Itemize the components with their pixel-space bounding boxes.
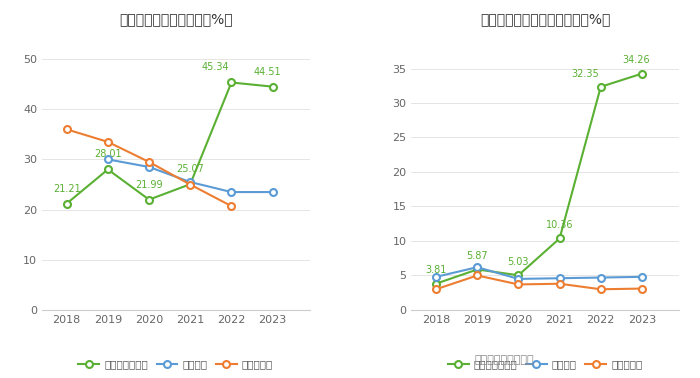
Title: 近年来有息资产负债率情况（%）: 近年来有息资产负债率情况（%） (480, 12, 610, 26)
Text: 45.34: 45.34 (202, 62, 230, 73)
行业中位数 (638, 286, 646, 291)
行业均值 (228, 190, 236, 194)
行业均值 (104, 157, 112, 162)
Line: 有息资产负债率: 有息资产负债率 (433, 70, 645, 287)
有息资产负债率 (638, 71, 646, 76)
公司资产负债率 (62, 201, 71, 206)
Line: 行业均值: 行业均值 (104, 156, 276, 195)
行业均值 (145, 165, 153, 169)
行业中位数 (62, 127, 71, 132)
Text: 44.51: 44.51 (253, 67, 281, 77)
公司资产负债率 (104, 167, 112, 172)
行业均值 (268, 190, 277, 194)
行业均值 (555, 276, 564, 280)
行业中位数 (145, 160, 153, 164)
行业均值 (514, 277, 523, 281)
有息资产负债率 (555, 236, 564, 241)
有息资产负债率 (514, 273, 523, 277)
行业中位数 (104, 139, 112, 144)
行业均值 (432, 274, 440, 279)
Text: 34.26: 34.26 (622, 55, 650, 65)
公司资产负债率 (186, 182, 195, 186)
行业中位数 (432, 287, 440, 291)
Line: 行业均值: 行业均值 (433, 264, 645, 282)
行业中位数 (596, 287, 605, 291)
有息资产负债率 (432, 281, 440, 286)
Legend: 公司资产负债率, 行业均值, 行业中位数: 公司资产负债率, 行业均值, 行业中位数 (78, 359, 273, 369)
Text: 32.35: 32.35 (571, 68, 598, 79)
Text: 28.01: 28.01 (94, 149, 122, 160)
行业均值 (186, 180, 195, 184)
Line: 行业中位数: 行业中位数 (63, 126, 235, 209)
Line: 公司资产负债率: 公司资产负债率 (63, 79, 276, 207)
Text: 3.81: 3.81 (426, 265, 447, 276)
行业均值 (473, 265, 482, 270)
行业均值 (596, 275, 605, 280)
公司资产负债率 (228, 80, 236, 85)
Text: 5.03: 5.03 (508, 257, 529, 267)
公司资产负债率 (145, 197, 153, 202)
行业中位数 (473, 273, 482, 278)
Legend: 有息资产负债率, 行业均值, 行业中位数: 有息资产负债率, 行业均值, 行业中位数 (448, 359, 643, 369)
Text: 21.99: 21.99 (135, 180, 163, 190)
Text: 5.87: 5.87 (466, 251, 488, 261)
Title: 近年来资产负债率情况（%）: 近年来资产负债率情况（%） (119, 12, 232, 26)
Text: 10.36: 10.36 (546, 220, 573, 230)
行业中位数 (514, 282, 523, 287)
行业中位数 (555, 282, 564, 286)
Text: 数据来源：恒生聚源: 数据来源：恒生聚源 (474, 355, 534, 365)
有息资产负债率 (473, 267, 482, 272)
行业中位数 (228, 204, 236, 208)
Text: 25.07: 25.07 (176, 164, 204, 174)
行业中位数 (186, 182, 195, 187)
Line: 行业中位数: 行业中位数 (433, 272, 645, 293)
有息资产负债率 (596, 85, 605, 89)
Text: 21.21: 21.21 (52, 183, 80, 194)
行业均值 (638, 274, 646, 279)
公司资产负债率 (268, 84, 277, 89)
